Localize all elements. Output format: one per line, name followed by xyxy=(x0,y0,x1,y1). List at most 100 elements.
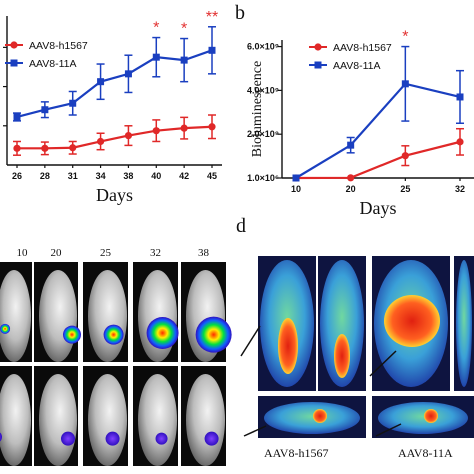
legend-marker xyxy=(314,61,322,69)
legend-marker xyxy=(10,41,18,49)
panel-c-images: 10 20 25 32 38 xyxy=(0,247,232,466)
legend-label: AAV8-11A xyxy=(29,58,76,70)
mouse-silhouette xyxy=(39,374,77,466)
legend-marker xyxy=(314,43,322,51)
mouse-silhouette xyxy=(39,270,77,362)
x-tick-label: 20 xyxy=(346,184,356,194)
x-axis-title: Days xyxy=(96,185,133,205)
x-tick-label: 40 xyxy=(151,171,161,181)
legend-marker xyxy=(10,59,18,67)
data-point xyxy=(208,123,216,131)
tumor-hotspot xyxy=(384,295,440,347)
signal-spot xyxy=(195,316,232,353)
mouse-silhouette xyxy=(186,374,225,466)
x-tick-label: 25 xyxy=(400,184,410,194)
data-point xyxy=(97,78,105,86)
data-point xyxy=(41,144,49,152)
signal-spot xyxy=(61,431,75,446)
data-point xyxy=(41,106,49,114)
x-tick-label: 42 xyxy=(179,171,189,181)
mouse-silhouette xyxy=(88,270,127,362)
panel-label-b: b xyxy=(235,2,245,24)
data-point xyxy=(152,127,160,135)
signal-spot xyxy=(0,323,11,334)
legend-label: AAV8-11A xyxy=(333,60,380,72)
signal-spot xyxy=(155,432,168,445)
group-label-h1567: AAV8-h1567 xyxy=(264,446,328,460)
tumor-hotspot xyxy=(278,318,298,374)
x-tick-label: 10 xyxy=(291,184,301,194)
y-tick-label: 6.0×10⁹ xyxy=(247,42,279,52)
y-tick-label: 1.0×10⁶ xyxy=(247,173,279,183)
data-point xyxy=(401,152,409,160)
x-tick-label: 31 xyxy=(68,171,78,181)
series-line xyxy=(295,140,461,180)
data-point xyxy=(124,131,133,140)
x-tick-label: 26 xyxy=(12,171,22,181)
body-scan xyxy=(320,260,364,387)
pointer-arrow xyxy=(375,423,402,437)
mouse-silhouette xyxy=(0,374,31,466)
series-line xyxy=(295,82,461,179)
group-label-11a: AAV8-11A xyxy=(398,446,453,460)
chart-b: 1.0×10⁶ 2.0×10⁹ 4.0×10⁹ 6.0×10⁹ 10 20 25 32 Days… xyxy=(247,29,474,218)
axial-hotspot xyxy=(424,409,438,423)
pointer-arrow xyxy=(369,350,397,377)
mouse-silhouette xyxy=(138,270,177,362)
data-point xyxy=(152,53,160,61)
significance-marker: * xyxy=(153,20,159,37)
data-point xyxy=(456,93,464,101)
panel-label-d: d xyxy=(236,215,246,237)
x-axis-title: Days xyxy=(360,198,397,218)
data-point xyxy=(180,124,188,132)
data-point xyxy=(401,80,409,88)
signal-spot xyxy=(103,324,124,345)
day-label: 10 xyxy=(17,247,29,259)
body-scan xyxy=(456,260,472,387)
data-point xyxy=(347,141,355,149)
axial-hotspot xyxy=(313,409,327,423)
day-label: 20 xyxy=(51,247,63,259)
data-point xyxy=(208,46,216,54)
significance-marker: * xyxy=(402,29,408,46)
day-label: 38 xyxy=(198,247,210,259)
data-point xyxy=(292,174,300,182)
signal-spot xyxy=(146,317,179,349)
signal-spot xyxy=(63,325,81,344)
axial-body xyxy=(378,402,468,434)
data-point xyxy=(96,137,105,146)
series-line xyxy=(17,125,213,150)
y-axis-title: Bioluminescence xyxy=(250,61,265,157)
data-point xyxy=(69,99,77,107)
y-tick-label: 2.0×10⁹ xyxy=(247,129,279,139)
legend-label: AAV8-h1567 xyxy=(333,42,392,54)
signal-spot xyxy=(204,431,219,446)
data-point xyxy=(13,144,21,152)
data-point xyxy=(13,113,21,121)
signal-spot xyxy=(105,431,120,446)
day-label: 25 xyxy=(100,247,112,259)
mouse-silhouette xyxy=(88,374,127,466)
x-tick-label: 28 xyxy=(40,171,50,181)
pointer-arrow xyxy=(240,325,261,357)
x-tick-label: 32 xyxy=(455,184,465,194)
mouse-silhouette xyxy=(0,270,31,362)
y-tick-label: 4.0×10⁹ xyxy=(247,85,279,95)
x-tick-label: 38 xyxy=(123,171,133,181)
data-point xyxy=(456,138,464,146)
panel-d-images: AAV8-h1567 AAV8-11A xyxy=(240,256,474,460)
series-line xyxy=(16,49,213,119)
day-label: 32 xyxy=(150,247,161,259)
tumor-hotspot xyxy=(334,334,350,378)
significance-marker: ** xyxy=(206,9,218,26)
significance-marker: * xyxy=(181,21,187,38)
data-point xyxy=(347,174,355,182)
data-point xyxy=(124,70,132,78)
legend-label: AAV8-h1567 xyxy=(29,40,88,52)
signal-spot xyxy=(0,432,2,442)
x-tick-label: 34 xyxy=(96,171,106,181)
axial-body xyxy=(264,402,360,434)
pointer-arrow xyxy=(243,425,267,437)
data-point xyxy=(69,144,77,152)
